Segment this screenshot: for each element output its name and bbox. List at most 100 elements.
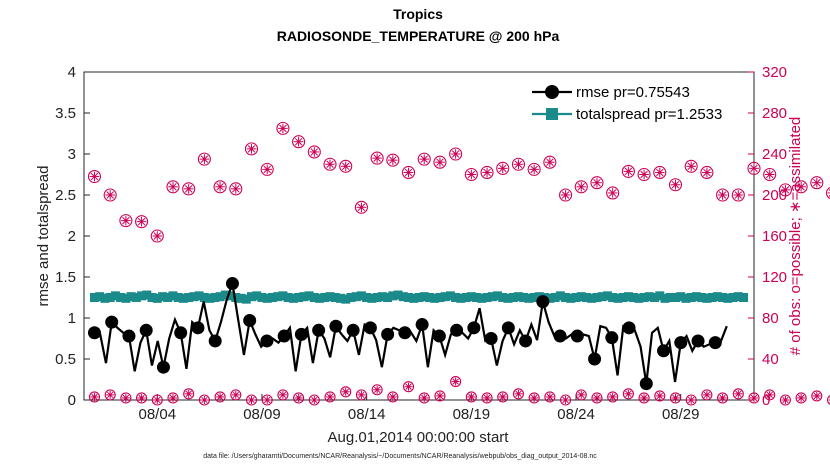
rmse-point bbox=[501, 321, 515, 335]
rmse-point bbox=[570, 329, 584, 343]
obs-marker-spoke bbox=[200, 155, 209, 163]
obs-marker-circle bbox=[748, 392, 760, 404]
totalspread-point bbox=[613, 293, 623, 303]
obs-assimilated-point bbox=[151, 394, 163, 406]
obs-marker-circle bbox=[323, 157, 337, 171]
totalspread-point bbox=[247, 292, 256, 302]
obs-assimilated-point bbox=[340, 386, 352, 398]
obs-marker-circle bbox=[638, 392, 650, 404]
y-axis-left-ticks: 0 0.5 1 1.5 2 2.5 3 3.5 4 bbox=[55, 64, 90, 409]
x-axis-ticks: 08/04 08/09 08/14 08/19 08/24 08/29 bbox=[139, 394, 699, 423]
obs-marker-spoke bbox=[263, 165, 271, 174]
rmse-point bbox=[381, 327, 395, 341]
obs-marker-circle bbox=[183, 388, 195, 400]
obs-marker-spoke bbox=[310, 148, 319, 156]
totalspread-point bbox=[477, 293, 487, 303]
obs-assimilated-point bbox=[198, 394, 210, 406]
obs-marker-spoke bbox=[687, 162, 695, 171]
obs-marker-circle bbox=[229, 182, 243, 196]
obs-possible-point bbox=[323, 157, 337, 171]
obs-assimilated-point bbox=[465, 391, 477, 403]
obs-marker-spoke bbox=[640, 170, 648, 179]
totalspread-point bbox=[691, 292, 701, 302]
obs-possible-point bbox=[621, 164, 635, 178]
totalspread-point bbox=[241, 294, 251, 304]
totalspread-point bbox=[278, 291, 288, 301]
obs-marker-spoke bbox=[562, 396, 569, 404]
rmse-point bbox=[415, 318, 429, 332]
obs-marker-circle bbox=[764, 389, 776, 401]
rmse-point bbox=[657, 344, 671, 358]
obs-assimilated-point bbox=[261, 394, 273, 406]
totalspread-point bbox=[173, 293, 183, 302]
totalspread-point bbox=[733, 292, 743, 302]
totalspread-point bbox=[330, 293, 340, 302]
y-right-tick-label: 280 bbox=[762, 105, 787, 122]
legend: rmse pr=0.75543 totalspread pr=1.2533 bbox=[525, 78, 745, 124]
obs-possible-point bbox=[716, 188, 730, 202]
obs-marker-circle bbox=[747, 161, 761, 175]
totalspread-point bbox=[665, 293, 675, 302]
totalspread-point bbox=[409, 293, 419, 303]
plot-area bbox=[83, 71, 755, 401]
totalspread-point bbox=[309, 293, 319, 302]
obs-assimilated-point bbox=[293, 392, 305, 404]
obs-possible-point bbox=[87, 170, 102, 184]
obs-assimilated-point bbox=[387, 391, 399, 403]
totalspread-point bbox=[513, 292, 523, 302]
obs-marker-spoke bbox=[154, 396, 161, 404]
obs-marker-circle bbox=[685, 394, 697, 406]
obs-marker-circle bbox=[230, 389, 242, 401]
y-axis-right-label: # of obs: o=possible; ∗=assimilated bbox=[787, 117, 804, 356]
totalspread-point bbox=[545, 293, 555, 303]
obs-assimilated-point bbox=[622, 388, 634, 400]
obs-possible-point bbox=[700, 165, 714, 179]
obs-possible-point bbox=[543, 155, 557, 169]
y-left-tick-label: 2.5 bbox=[55, 187, 76, 204]
totalspread-point bbox=[372, 293, 382, 302]
chart-subtitle: RADIOSONDE_TEMPERATURE @ 200 hPa bbox=[277, 28, 560, 44]
totalspread-point bbox=[660, 293, 670, 303]
totalspread-point bbox=[529, 293, 539, 302]
rmse-point bbox=[156, 360, 170, 374]
obs-marker-circle bbox=[778, 183, 792, 197]
obs-assimilated-point bbox=[575, 389, 587, 401]
obs-marker-circle bbox=[668, 178, 683, 192]
totalspread-point bbox=[566, 293, 576, 303]
obs-assimilated-point bbox=[528, 392, 540, 404]
totalspread-point bbox=[152, 293, 162, 303]
obs-marker-spoke bbox=[137, 217, 146, 226]
totalspread-point bbox=[702, 293, 712, 303]
obs-marker-circle bbox=[418, 392, 430, 404]
obs-marker-circle bbox=[166, 180, 180, 194]
obs-possible-point bbox=[825, 186, 830, 199]
obs-marker-circle bbox=[544, 391, 556, 403]
obs-assimilated-point bbox=[245, 394, 258, 406]
obs-assimilated-point bbox=[88, 391, 101, 403]
obs-marker-spoke bbox=[357, 203, 366, 212]
obs-marker-spoke bbox=[452, 378, 459, 385]
obs-possible-point bbox=[606, 186, 620, 200]
rmse-point bbox=[432, 329, 446, 343]
obs-marker-circle bbox=[434, 390, 446, 402]
totalspread-point bbox=[587, 293, 597, 303]
obs-possible-point bbox=[637, 167, 651, 182]
obs-possible-point bbox=[197, 152, 211, 166]
series-rmse bbox=[87, 277, 728, 391]
totalspread-point bbox=[419, 292, 429, 302]
obs-possible-point bbox=[119, 214, 133, 228]
rmse-point bbox=[674, 336, 688, 350]
totalspread-point bbox=[388, 291, 398, 301]
totalspread-point bbox=[367, 293, 377, 303]
totalspread-point bbox=[89, 293, 99, 302]
obs-possible-point bbox=[135, 215, 149, 229]
obs-possible-point bbox=[244, 142, 259, 156]
obs-marker-circle bbox=[716, 188, 730, 202]
obs-marker-circle bbox=[810, 176, 824, 190]
obs-assimilated-point bbox=[371, 384, 383, 396]
obs-marker-circle bbox=[354, 200, 368, 214]
obs-assimilated-point bbox=[450, 375, 462, 388]
totalspread-point bbox=[482, 293, 492, 302]
obs-marker-spoke bbox=[342, 388, 349, 395]
obs-marker-circle bbox=[308, 394, 320, 406]
